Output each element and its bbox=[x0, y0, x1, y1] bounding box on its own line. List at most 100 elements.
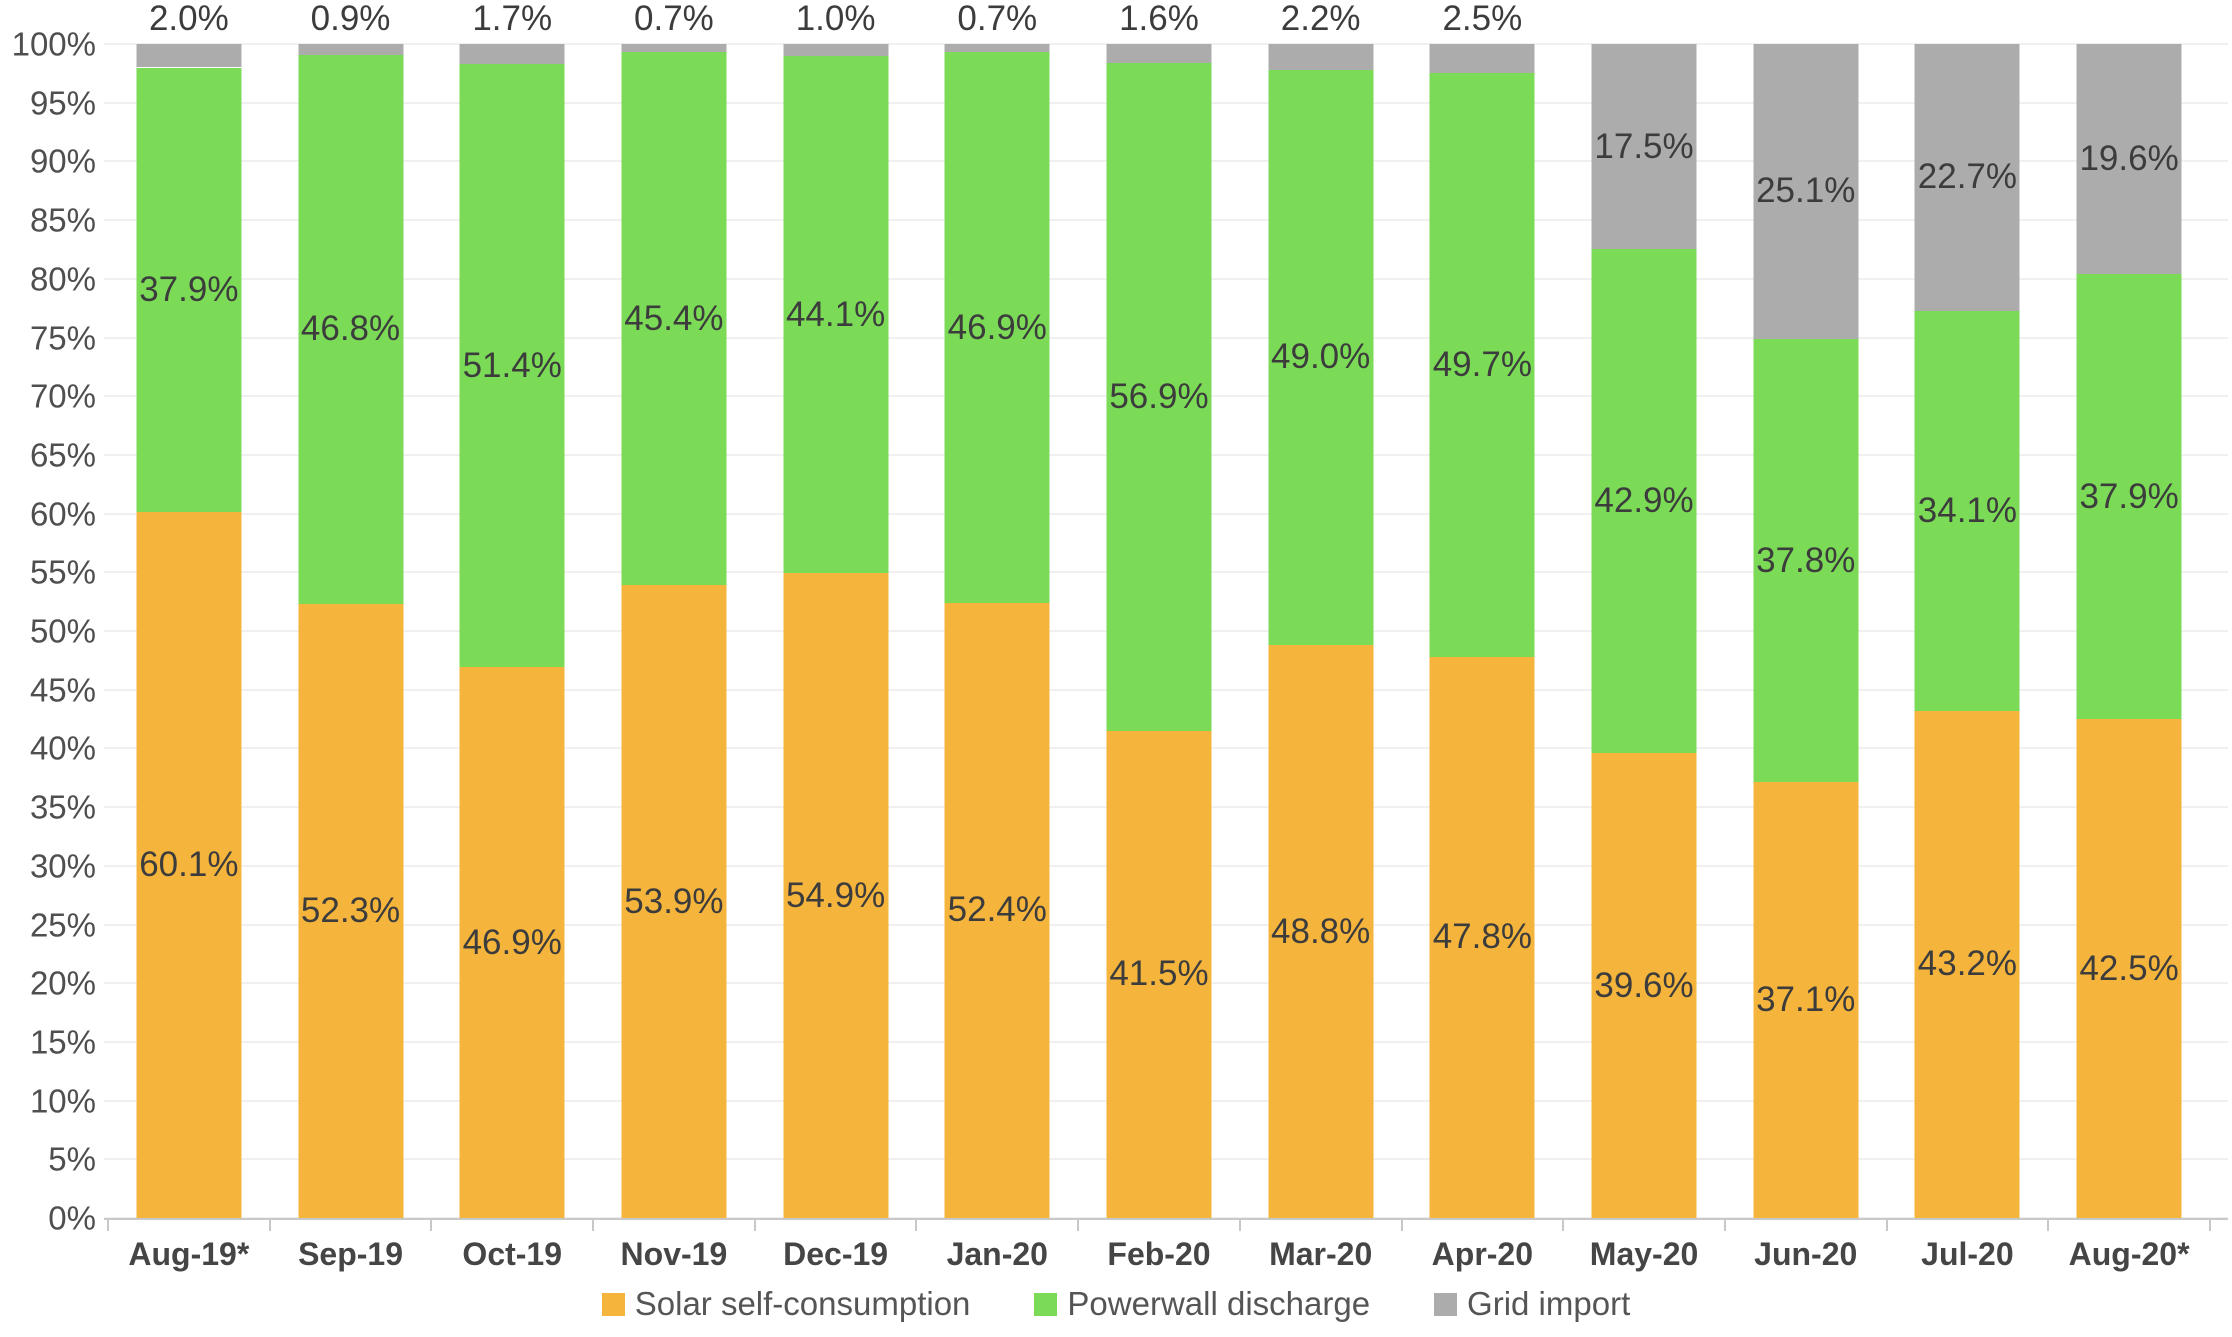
bar-column: 60.1% 37.9% 2.0% bbox=[108, 0, 270, 1218]
segment-value-label: 39.6% bbox=[1594, 965, 1694, 1005]
y-axis-tick-label: 60% bbox=[29, 495, 96, 533]
legend-swatch-powerwall-discharge bbox=[1034, 1292, 1058, 1316]
segment-value-label: 52.3% bbox=[300, 891, 401, 930]
bar-column: 52.4% 46.9% 0.7% bbox=[916, 0, 1078, 1218]
y-axis-tick-label: 40% bbox=[29, 729, 96, 767]
segment-grid-import bbox=[1106, 44, 1212, 63]
segment-value-label: 46.9% bbox=[947, 307, 1047, 347]
x-axis-category-label: Dec-19 bbox=[783, 1236, 889, 1272]
segment-value-label-above: 2.0% bbox=[148, 0, 229, 38]
plot-area: 60.1% 37.9% 2.0% 52.3% 46.8% 0.9% 46.9% 51.4% 1.… bbox=[104, 0, 2228, 1231]
x-axis-line bbox=[104, 1218, 2228, 1220]
x-axis-category-label: Nov-19 bbox=[620, 1236, 728, 1272]
segment-powerwall-discharge: 49.0% bbox=[1268, 69, 1374, 646]
segment-powerwall-discharge: 56.9% bbox=[1106, 62, 1212, 731]
segment-grid-import bbox=[298, 44, 404, 55]
segment-powerwall-discharge: 37.9% bbox=[2076, 274, 2182, 720]
x-axis-labels: Aug-19* Sep-19 Oct-19 Nov-19 Dec-19 Jan-20 Feb… bbox=[108, 1234, 2210, 1274]
segment-value-label: 17.5% bbox=[1594, 126, 1694, 166]
x-axis-tick bbox=[592, 1218, 595, 1231]
segment-grid-import bbox=[783, 44, 889, 56]
segment-value-label: 42.9% bbox=[1594, 481, 1694, 521]
segment-solar-self-consumption: 37.1% bbox=[1753, 782, 1859, 1218]
segment-value-label-above: 1.0% bbox=[795, 0, 876, 38]
y-axis-tick-label: 15% bbox=[29, 1023, 96, 1061]
segment-value-label: 37.1% bbox=[1756, 980, 1856, 1020]
segment-grid-import bbox=[136, 44, 242, 68]
segment-solar-self-consumption: 43.2% bbox=[1914, 710, 2020, 1218]
segment-value-label: 53.9% bbox=[624, 881, 724, 921]
segment-solar-self-consumption: 42.5% bbox=[2076, 719, 2182, 1218]
bar-column: 47.8% 49.7% 2.5% bbox=[1402, 0, 1564, 1218]
y-axis-tick-label: 70% bbox=[29, 377, 96, 415]
segment-value-label-above: 0.9% bbox=[310, 0, 391, 38]
bar-column: 46.9% 51.4% 1.7% bbox=[431, 0, 593, 1218]
bar-column: 39.6% 42.9% 17.5% bbox=[1563, 44, 1725, 1218]
segment-solar-self-consumption: 46.9% bbox=[459, 667, 565, 1218]
segment-value-label: 54.9% bbox=[785, 875, 886, 915]
segment-powerwall-discharge: 46.9% bbox=[944, 52, 1050, 603]
segment-powerwall-discharge: 49.7% bbox=[1429, 73, 1535, 657]
y-axis-tick-label: 20% bbox=[29, 964, 96, 1002]
bar-column: 54.9% 44.1% 1.0% bbox=[755, 0, 917, 1218]
segment-value-label: 42.5% bbox=[2079, 948, 2179, 988]
segment-powerwall-discharge: 51.4% bbox=[459, 63, 565, 668]
segment-value-label: 34.1% bbox=[1917, 490, 2018, 530]
segment-solar-self-consumption: 54.9% bbox=[783, 573, 889, 1218]
bar-Oct-19: 46.9% 51.4% 1.7% bbox=[459, 0, 565, 1218]
segment-value-label: 56.9% bbox=[1109, 376, 1209, 416]
y-axis-tick-label: 30% bbox=[29, 847, 96, 885]
y-axis-tick-label: 65% bbox=[29, 436, 96, 474]
segment-value-label: 60.1% bbox=[139, 845, 239, 885]
y-axis-tick-label: 90% bbox=[29, 142, 96, 180]
x-axis-category-label: Aug-19* bbox=[128, 1236, 250, 1272]
x-axis-tick bbox=[915, 1218, 918, 1231]
x-axis-tick bbox=[753, 1218, 756, 1231]
legend-label: Powerwall discharge bbox=[1067, 1285, 1371, 1322]
bar-column: 41.5% 56.9% 1.6% bbox=[1078, 0, 1240, 1218]
segment-value-label: 52.4% bbox=[947, 890, 1047, 930]
segment-powerwall-discharge: 34.1% bbox=[1914, 310, 2020, 711]
segment-powerwall-discharge: 42.9% bbox=[1591, 249, 1697, 754]
segment-solar-self-consumption: 60.1% bbox=[136, 512, 242, 1218]
x-axis-category-label: Feb-20 bbox=[1107, 1236, 1211, 1272]
x-axis-tick bbox=[1562, 1218, 1565, 1231]
x-axis-category-label: Sep-19 bbox=[298, 1236, 403, 1272]
x-axis-tick bbox=[1723, 1218, 1726, 1231]
y-axis-tick-label: 50% bbox=[29, 612, 96, 650]
segment-grid-import bbox=[1429, 44, 1535, 74]
segment-value-label: 37.8% bbox=[1756, 540, 1856, 580]
segment-value-label: 49.7% bbox=[1432, 345, 1532, 385]
x-axis-tick bbox=[268, 1218, 271, 1231]
y-axis-tick-label: 35% bbox=[29, 788, 96, 826]
y-axis-tick-label: 45% bbox=[29, 671, 96, 709]
x-axis-tick bbox=[107, 1218, 109, 1231]
bar-May-20: 39.6% 42.9% 17.5% bbox=[1591, 44, 1697, 1218]
segment-value-label-above: 2.2% bbox=[1280, 0, 1361, 38]
segment-value-label: 47.8% bbox=[1432, 917, 1532, 957]
segment-solar-self-consumption: 47.8% bbox=[1429, 656, 1535, 1218]
segment-value-label: 46.9% bbox=[462, 922, 562, 962]
legend-item: Solar self-consumption bbox=[601, 1286, 970, 1322]
segment-value-label: 37.9% bbox=[139, 269, 239, 309]
y-axis-tick-label: 5% bbox=[48, 1140, 96, 1178]
y-axis-tick-label: 25% bbox=[29, 906, 96, 943]
segment-value-label: 44.1% bbox=[785, 294, 886, 334]
segment-grid-import: 25.1% bbox=[1753, 44, 1859, 339]
x-axis-category-label: Jan-20 bbox=[946, 1236, 1048, 1272]
segment-value-label-above: 1.6% bbox=[1119, 0, 1199, 38]
x-axis-tick bbox=[430, 1218, 433, 1231]
bar-Mar-20: 48.8% 49.0% 2.2% bbox=[1268, 0, 1374, 1218]
segment-value-label: 49.0% bbox=[1271, 337, 1371, 377]
segment-solar-self-consumption: 52.4% bbox=[944, 602, 1050, 1218]
segment-value-label: 45.4% bbox=[624, 298, 724, 338]
x-axis-tick bbox=[1238, 1218, 1241, 1231]
segment-value-label-above: 2.5% bbox=[1442, 0, 1523, 38]
segment-grid-import: 19.6% bbox=[2076, 44, 2182, 275]
segment-grid-import bbox=[944, 44, 1050, 53]
segment-value-label: 46.8% bbox=[300, 309, 401, 349]
segment-value-label-above: 1.7% bbox=[472, 0, 553, 38]
bar-column: 42.5% 37.9% 19.6% bbox=[2048, 44, 2210, 1218]
bar-Aug-20*: 42.5% 37.9% 19.6% bbox=[2076, 44, 2182, 1218]
